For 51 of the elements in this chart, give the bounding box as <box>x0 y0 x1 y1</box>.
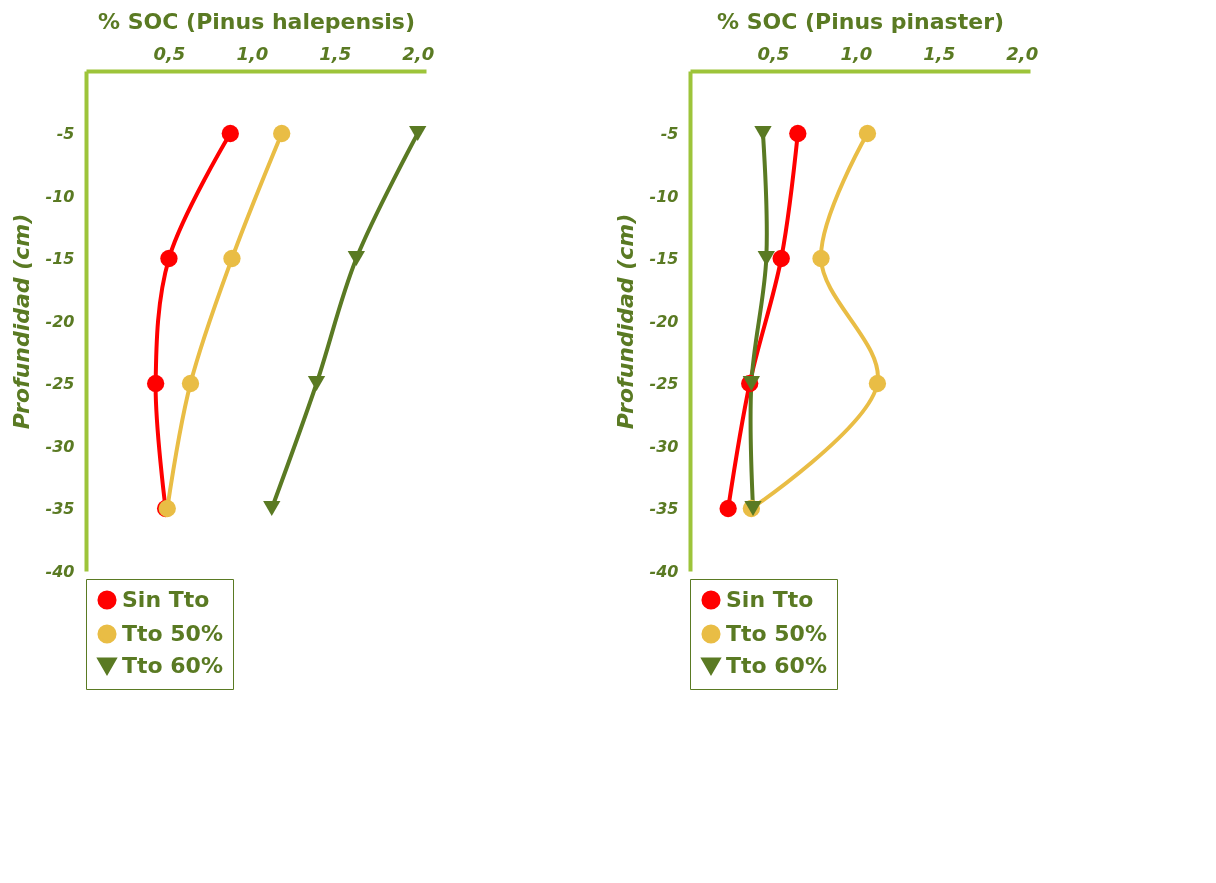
y-tick-label: -35 <box>45 499 75 518</box>
x-tick-label: 0,5 <box>153 42 186 64</box>
x-tick-label: 1,0 <box>236 42 269 64</box>
y-tick-label: -30 <box>45 436 75 456</box>
y-tick-label: -40 <box>649 561 679 581</box>
point <box>160 249 178 268</box>
legend-label: Tto 60% <box>726 653 827 678</box>
point <box>754 126 772 141</box>
y-tick-label: -10 <box>649 186 679 206</box>
point <box>263 501 281 516</box>
legend-label: Sin Tto <box>122 587 210 612</box>
legend-label: Tto 50% <box>726 621 827 646</box>
point <box>221 124 239 143</box>
legend-label: Sin Tto <box>726 587 814 612</box>
y-tick-label: -5 <box>56 124 75 143</box>
point <box>858 124 877 143</box>
point <box>147 374 165 393</box>
point <box>719 499 737 518</box>
point <box>307 376 326 391</box>
y-tick-label: -20 <box>45 311 75 331</box>
x-axis-title: % SOC (Pinus halepensis) <box>98 8 415 34</box>
point <box>789 124 807 143</box>
point <box>772 249 790 268</box>
x-tick-label: 1,5 <box>319 42 352 64</box>
y-tick-label: -35 <box>649 499 679 518</box>
point <box>273 124 291 143</box>
y-axis-title: Profundidad (cm) <box>8 213 34 430</box>
y-tick-label: -5 <box>660 124 679 143</box>
x-tick-label: 2,0 <box>1006 42 1039 64</box>
y-tick-label: -25 <box>649 374 679 393</box>
x-tick-label: 2,0 <box>402 42 435 64</box>
point <box>223 249 241 268</box>
point <box>868 374 887 393</box>
y-tick-label: -20 <box>649 311 679 331</box>
y-tick-label: -30 <box>649 436 679 456</box>
x-tick-label: 0,5 <box>757 42 790 64</box>
y-tick-label: -10 <box>45 186 75 206</box>
x-axis-title: % SOC (Pinus pinaster) <box>716 8 1005 34</box>
point <box>812 249 830 268</box>
x-tick-label: 1,5 <box>923 42 956 64</box>
point <box>181 374 200 393</box>
y-tick-label: -40 <box>45 561 75 581</box>
legend-label: Tto 60% <box>122 653 223 678</box>
y-axis-title: Profundidad (cm) <box>612 213 638 430</box>
y-tick-label: -25 <box>45 374 75 393</box>
point <box>347 251 365 266</box>
y-tick-label: -15 <box>45 249 75 268</box>
y-tick-label: -15 <box>649 249 679 268</box>
point <box>409 126 427 141</box>
x-tick-label: 1,0 <box>840 42 873 64</box>
legend-label: Tto 50% <box>122 621 223 646</box>
